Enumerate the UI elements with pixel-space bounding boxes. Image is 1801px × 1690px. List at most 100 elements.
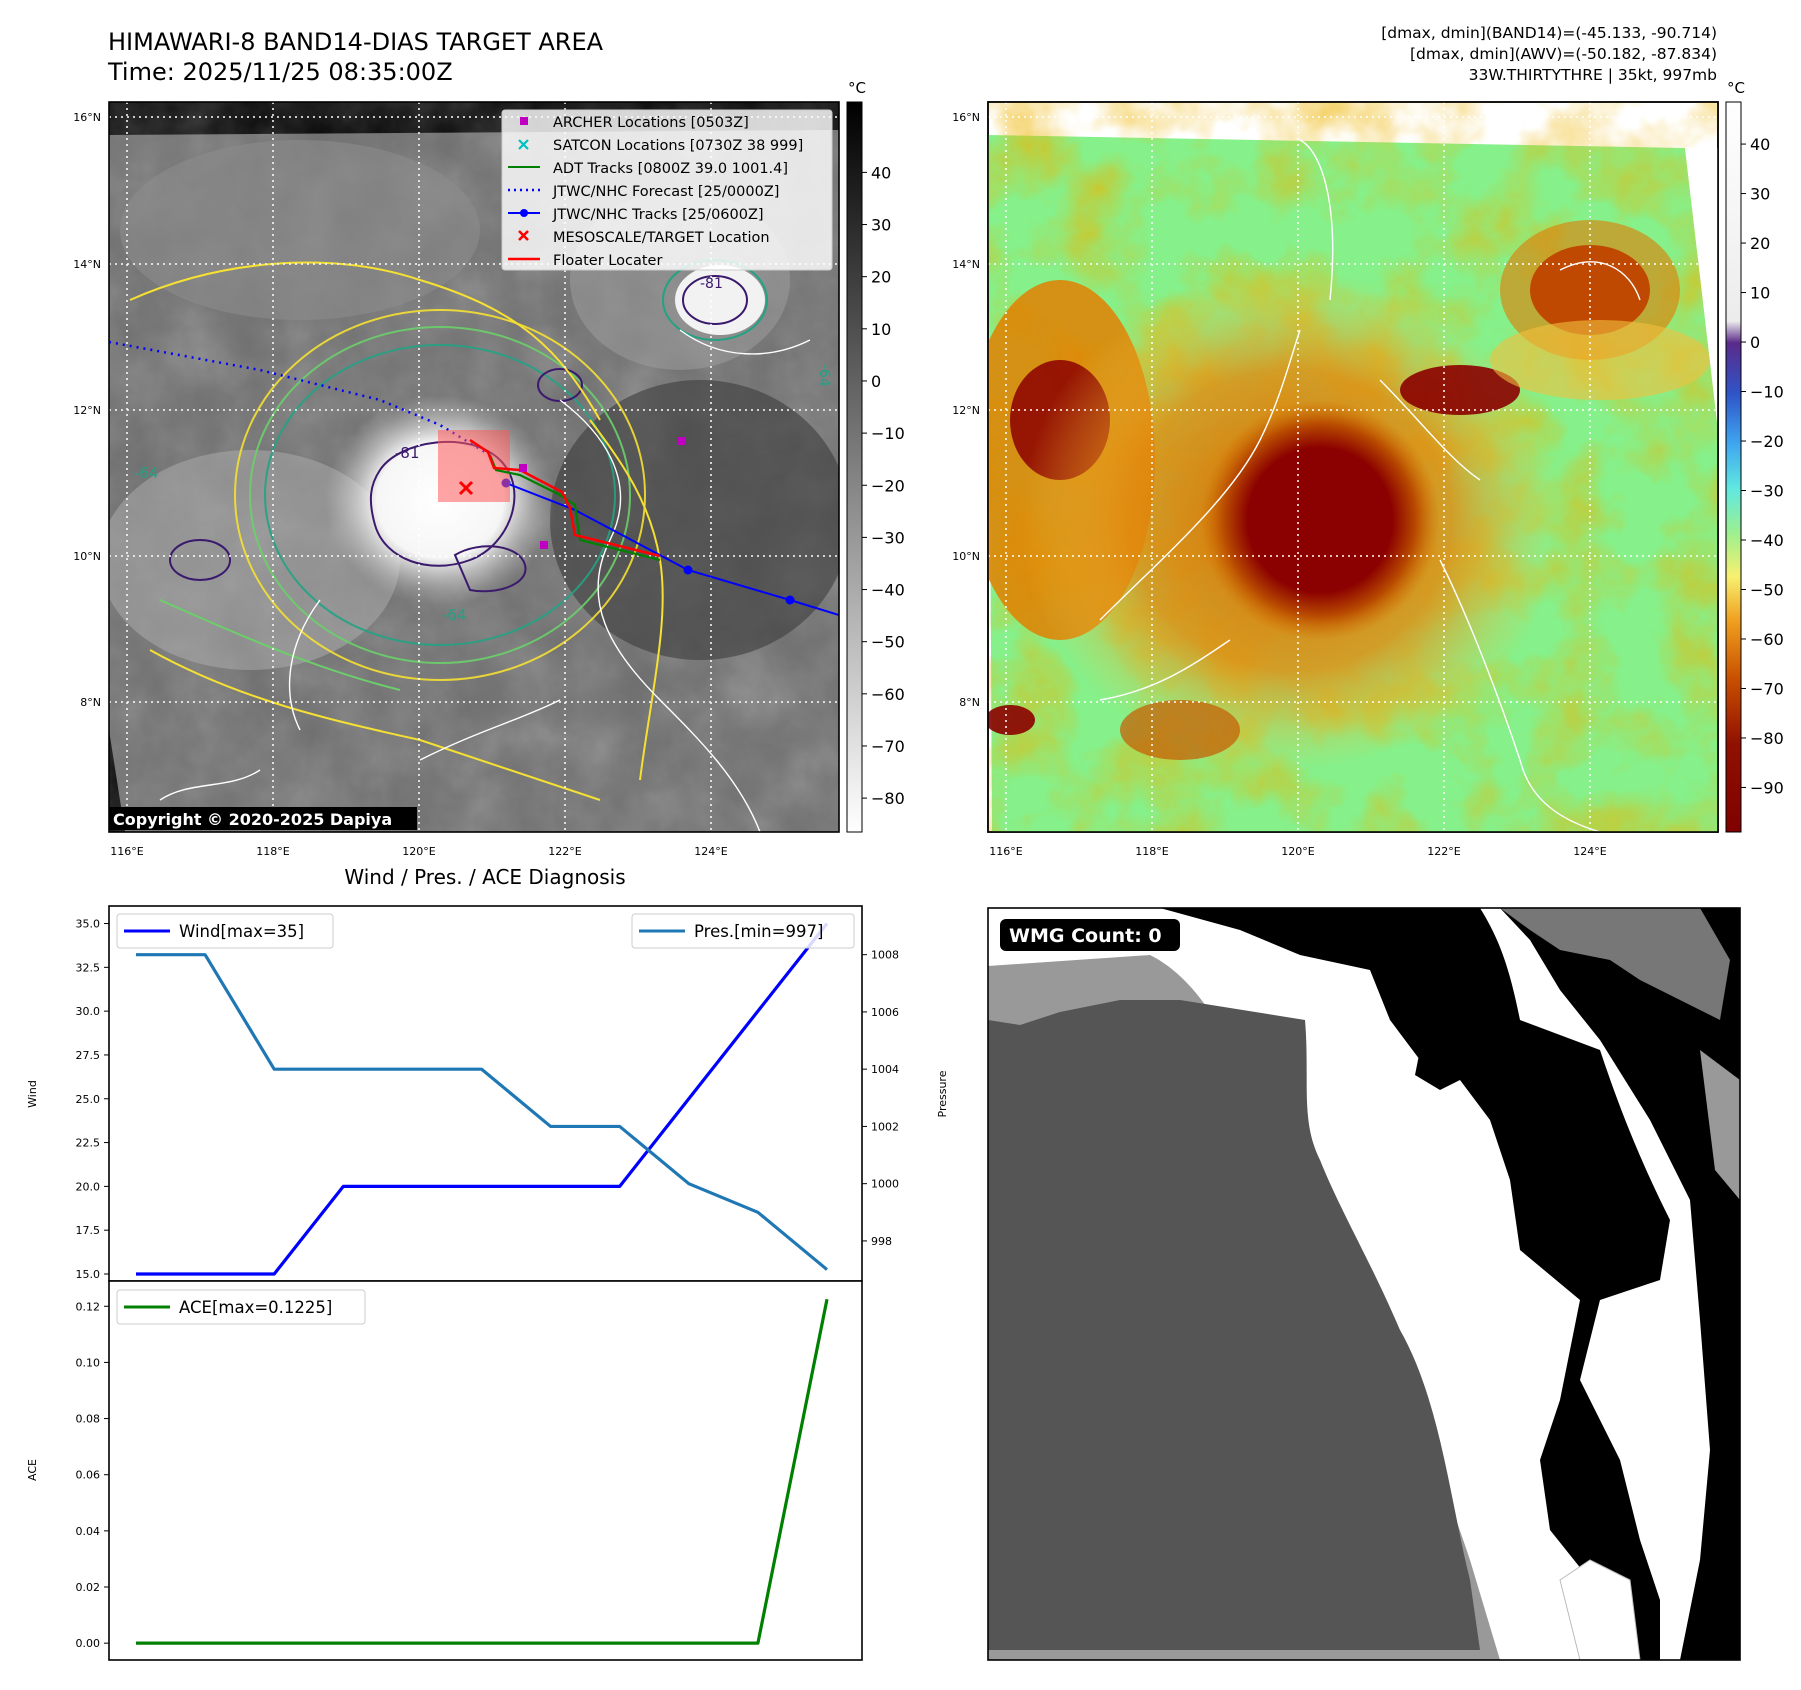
lon-tick-label: 124°E: [1573, 845, 1606, 858]
legend-target: MESOSCALE/TARGET Location: [553, 230, 770, 246]
colorbar-tick-label: −70: [871, 737, 905, 756]
pressure-tick-label: 1006: [871, 1006, 899, 1019]
diagnosis-title: Wind / Pres. / ACE Diagnosis: [344, 865, 625, 889]
map2-lat-axis: 16°N 14°N 12°N 10°N 8°N: [952, 111, 980, 709]
colorbar-color: °C 40 30 20 10 0 −10 −20 −30 −40 −50 −60 −70 −80 −90: [1725, 79, 1784, 833]
wind-axis-label: Wind: [26, 1080, 39, 1108]
legend-archer: ARCHER Locations [0503Z]: [553, 115, 749, 131]
colorbar-tick-label: −80: [871, 789, 905, 808]
colorbar-tick-label: 20: [871, 268, 891, 287]
colorbar-tick-label: −20: [871, 476, 905, 495]
colorbar-tick-label: −90: [1750, 778, 1784, 797]
ace-tick-label: 0.10: [76, 1356, 101, 1369]
legend-pressure: Pres.[min=997]: [694, 922, 823, 941]
lon-tick-label: 116°E: [110, 845, 143, 858]
info-line-band14: [dmax, dmin](BAND14)=(-45.133, -90.714): [1381, 24, 1717, 42]
ace-tick-label: 0.04: [76, 1525, 101, 1538]
legend-ace: ACE[max=0.1225]: [179, 1298, 332, 1317]
lon-tick-label: 120°E: [402, 845, 435, 858]
colorbar-grayscale: °C 40 30 20 10 0 −10 −20 −30 −40 −50 −60 −70 −80: [846, 79, 905, 833]
pressure-axis-label: Pressure: [936, 1070, 949, 1117]
contour-label: -81: [700, 276, 723, 292]
contour-label: -64: [134, 464, 159, 482]
legend-adt: ADT Tracks [0800Z 39.0 1001.4]: [553, 161, 788, 177]
figure-title: HIMAWARI-8 BAND14-DIAS TARGET AREA: [108, 28, 604, 56]
colorbar-tick-label: −50: [871, 633, 905, 652]
wind-tick-label: 32.5: [76, 961, 101, 974]
colorbar-unit: °C: [848, 79, 866, 97]
legend-floater: Floater Locater: [553, 253, 662, 269]
colorbar-tick-label: 10: [1750, 284, 1770, 303]
lon-tick-label: 118°E: [1135, 845, 1168, 858]
lat-tick-label: 14°N: [73, 258, 101, 271]
legend-tracks: JTWC/NHC Tracks [25/0600Z]: [552, 207, 764, 223]
ace-tick-label: 0.08: [76, 1413, 101, 1426]
pressure-legend: Pres.[min=997]: [631, 913, 855, 949]
lon-tick-label: 116°E: [989, 845, 1022, 858]
lat-tick-label: 12°N: [73, 404, 101, 417]
ace-legend: ACE[max=0.1225]: [116, 1289, 366, 1325]
colorbar-tick-label: 0: [871, 372, 881, 391]
lat-tick-label: 10°N: [73, 550, 101, 563]
colorbar-tick-label: −20: [1750, 432, 1784, 451]
wind-tick-label: 17.5: [76, 1224, 101, 1237]
colorbar-tick-label: −60: [871, 685, 905, 704]
wmg-panel: WMG Count: 0: [987, 907, 1741, 1661]
lon-tick-label: 120°E: [1281, 845, 1314, 858]
colorbar-tick-label: 30: [871, 216, 891, 235]
lat-tick-label: 14°N: [952, 258, 980, 271]
legend-swatch-tracks-dot: [520, 209, 528, 217]
wind-pressure-panel: 15.0 17.5 20.0 22.5 25.0 27.5 30.0 32.5 35.0 998…: [26, 905, 949, 1282]
legend-swatch-target: [518, 230, 529, 241]
pressure-series-line: [136, 953, 829, 1271]
colorbar-unit: °C: [1727, 79, 1745, 97]
lat-tick-label: 12°N: [952, 404, 980, 417]
lat-tick-label: 16°N: [73, 111, 101, 124]
info-line-awv: [dmax, dmin](AWV)=(-50.182, -87.834): [1410, 45, 1717, 63]
colorbar-tick-label: 30: [1750, 185, 1770, 204]
lat-tick-label: 10°N: [952, 550, 980, 563]
contour-label: -81: [395, 444, 420, 462]
colorbar-tick-label: −30: [1750, 482, 1784, 501]
wmg-count-badge: [1000, 919, 1180, 951]
colorbar-tick-label: −70: [1750, 679, 1784, 698]
ace-panel: 0.00 0.02 0.04 0.06 0.08 0.10 0.12 ACE ACE[max…: [26, 1280, 863, 1661]
wind-legend: Wind[max=35]: [116, 913, 334, 949]
map2-lon-axis: 116°E 118°E 120°E 122°E 124°E: [989, 845, 1606, 858]
ace-series-line: [136, 1298, 829, 1645]
info-line-storm: 33W.THIRTYTHRE | 35kt, 997mb: [1469, 66, 1717, 84]
legend-satcon: SATCON Locations [0730Z 38 999]: [553, 138, 803, 154]
wind-tick-label: 30.0: [76, 1005, 101, 1018]
colorbar-tick-label: −30: [871, 528, 905, 547]
lon-tick-label: 122°E: [548, 845, 581, 858]
colorbar-tick-label: −80: [1750, 729, 1784, 748]
wind-series-line: [136, 922, 829, 1276]
wind-tick-label: 27.5: [76, 1049, 101, 1062]
wmg-count-text: WMG Count: 0: [1009, 925, 1162, 947]
ace-tick-label: 0.02: [76, 1581, 101, 1594]
colorbar-tick-label: 40: [871, 163, 891, 182]
copyright-text: Copyright © 2020-2025 Dapiya: [113, 810, 392, 829]
legend-wind: Wind[max=35]: [179, 922, 304, 941]
colorbar-tick-label: 20: [1750, 234, 1770, 253]
legend-swatch-archer: [520, 117, 528, 125]
colorbar-tick-label: −50: [1750, 580, 1784, 599]
lat-tick-label: 8°N: [80, 696, 101, 709]
colorbar-tick-label: 0: [1750, 333, 1760, 352]
wind-tick-label: 25.0: [76, 1093, 101, 1106]
colorbar-tick-label: −60: [1750, 630, 1784, 649]
ir-color-map: [987, 101, 1719, 833]
pressure-tick-label: 1002: [871, 1120, 899, 1133]
contour-label: -64: [442, 606, 467, 624]
colorbar-tick-label: −10: [1750, 383, 1784, 402]
colorbar-tick-label: 40: [1750, 135, 1770, 154]
pressure-tick-label: 998: [871, 1235, 892, 1248]
lon-tick-label: 122°E: [1427, 845, 1460, 858]
pressure-tick-label: 1000: [871, 1178, 899, 1191]
copyright-badge: [109, 807, 417, 830]
lat-tick-label: 16°N: [952, 111, 980, 124]
colorbar-tick-label: −40: [1750, 531, 1784, 550]
ace-tick-label: 0.06: [76, 1469, 101, 1482]
lon-tick-label: 118°E: [256, 845, 289, 858]
colorbar-tick-label: −10: [871, 424, 905, 443]
